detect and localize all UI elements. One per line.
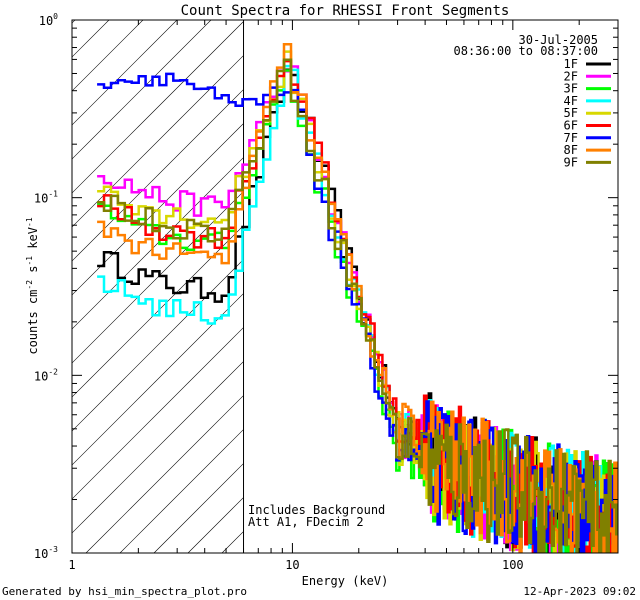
y-tick-exponent: 0 [53,12,58,21]
x-axis-label: Energy (keV) [302,574,389,588]
hatch-line [72,20,348,296]
x-tick-label: 10 [285,558,299,572]
annotation-background: Includes Background [248,503,385,517]
y-tick-exponent: -1 [48,190,58,199]
legend-label-2F: 2F [564,69,578,83]
legend-label-6F: 6F [564,119,578,133]
legend-label-4F: 4F [564,94,578,108]
chart-title: Count Spectra for RHESSI Front Segments [181,3,510,19]
legend-label-7F: 7F [564,131,578,145]
hatch-line [72,20,280,228]
legend-label-9F: 9F [564,155,578,169]
hatch-line [72,20,314,262]
plot-frame [71,19,619,554]
legend-label-3F: 3F [564,82,578,96]
y-label-part-0: counts cm [26,290,40,355]
series-layer [97,42,618,553]
y-label-part-2: s [26,266,40,280]
legend-label-8F: 8F [564,143,578,157]
time-range-label: 08:36:00 to 08:37:00 [454,44,599,58]
y-tick-exponent: -3 [48,545,58,554]
y-axis-label: counts cm-2 s-1 keV-1 [25,217,40,354]
y-label-part-4: keV [26,227,40,256]
hatch-line [72,20,246,194]
x-tick-label: 1 [68,558,75,572]
y-label-part-5: -1 [25,217,34,227]
footer-timestamp: 12-Apr-2023 09:02 [523,585,636,598]
series-line-9F [97,58,618,553]
y-tick-label: 100 [39,12,58,28]
y-tick-label: 10-3 [34,545,58,561]
y-label-part-1: -2 [25,280,34,290]
footer-generator: Generated by hsi_min_spectra_plot.pro [2,585,247,598]
y-tick-exponent: -2 [48,367,58,376]
hatch-line [72,20,212,160]
x-axis: 1 10 100 [68,20,619,572]
annotation-attenuator: Att A1, FDecim 2 [248,515,364,529]
hatch-line [630,0,640,553]
legend-label-5F: 5F [564,106,578,120]
y-label-part-3: -1 [25,256,34,266]
legend-label-1F: 1F [564,57,578,71]
y-tick-label: 10-2 [34,367,58,383]
date-label: 30-Jul-2005 [519,33,598,47]
x-tick-label: 100 [502,558,524,572]
y-tick-label: 10-1 [34,190,58,206]
